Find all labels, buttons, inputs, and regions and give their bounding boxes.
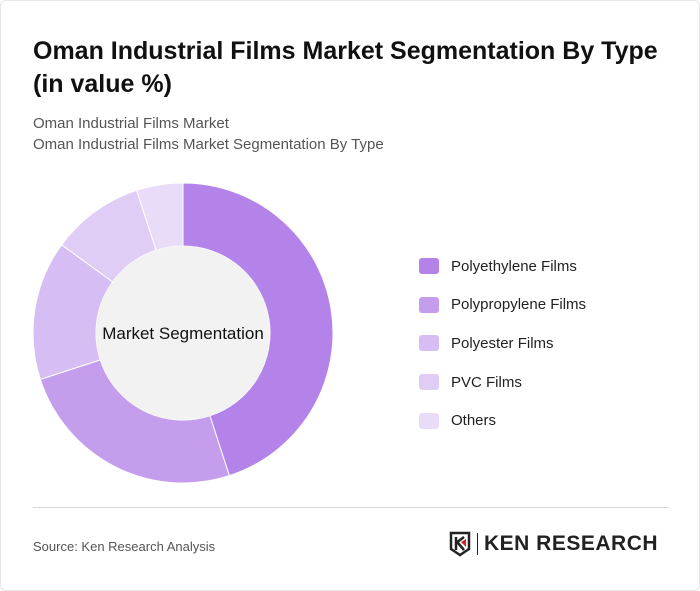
divider <box>33 507 669 508</box>
legend-swatch <box>419 412 439 429</box>
source-note: Source: Ken Research Analysis <box>33 539 216 554</box>
donut-chart: Market Segmentation <box>32 182 334 484</box>
legend-label: Polypropylene Films <box>451 296 587 314</box>
legend-swatch <box>419 374 439 391</box>
legend: Polyethylene Films Polypropylene Films Pol… <box>419 247 586 440</box>
legend-item: PVC Films <box>419 363 586 402</box>
legend-item: Polypropylene Films <box>419 286 586 325</box>
legend-label: PVC Films <box>451 373 522 391</box>
legend-item: Others <box>419 401 586 440</box>
logo-separator <box>477 533 478 555</box>
center-label: Market Segmentation <box>102 324 264 343</box>
legend-label: Others <box>451 412 497 430</box>
legend-item: Polyester Films <box>419 324 586 363</box>
donut-hole <box>96 246 270 420</box>
legend-swatch <box>419 335 439 352</box>
legend-swatch <box>419 296 439 313</box>
chart-title: Oman Industrial Films Market Segmentatio… <box>33 37 658 98</box>
legend-item: Polyethylene Films <box>419 247 586 286</box>
logo-text: KEN RESEARCH <box>484 532 659 555</box>
legend-label: Polyester Films <box>451 334 554 352</box>
subtitle-market: Oman Industrial Films Market <box>33 115 229 132</box>
legend-label: Polyethylene Films <box>451 257 577 275</box>
ken-logo-icon <box>449 531 471 557</box>
ken-research-logo: KEN RESEARCH <box>449 531 658 557</box>
legend-swatch <box>419 258 439 275</box>
subtitle-segmentation: Oman Industrial Films Market Segmentatio… <box>33 136 384 153</box>
